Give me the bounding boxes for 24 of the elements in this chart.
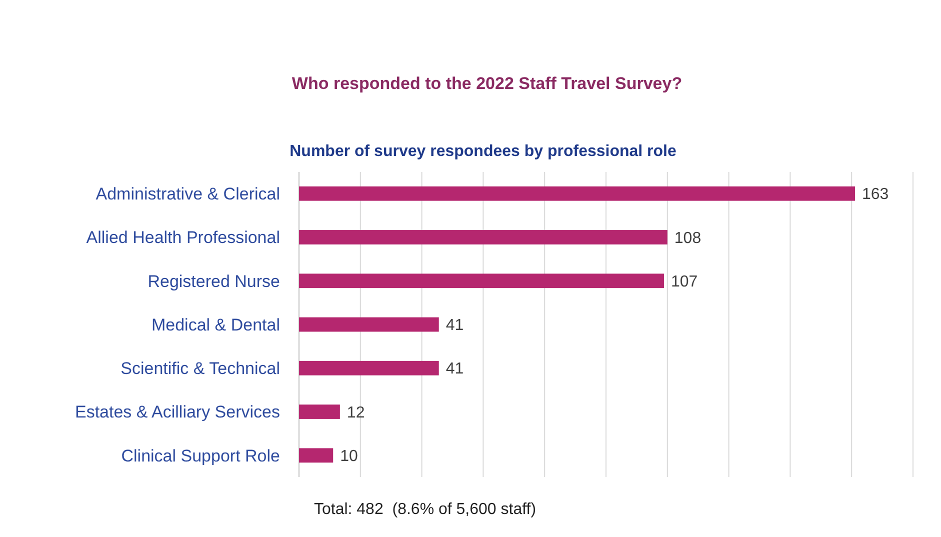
chart-title: Who responded to the 2022 Staff Travel Survey?: [292, 74, 682, 93]
bar: [299, 274, 664, 288]
y-tick-label: Administrative & Clerical: [96, 184, 280, 204]
text: Total: 482 (8.6% of 5,600 staff): [314, 501, 536, 518]
data-label: 10: [340, 448, 358, 465]
data-label: 107: [670, 273, 698, 290]
y-tick-label: Estates & Acilliary Services: [74, 402, 280, 422]
y-tick-label: Allied Health Professional: [86, 228, 280, 248]
bar: [299, 360, 439, 376]
y-tick-label: Registered Nurse: [148, 272, 280, 291]
data-label: 12: [346, 404, 365, 422]
data-label: 163: [862, 186, 889, 204]
bar: [299, 186, 856, 201]
bar: [299, 448, 334, 463]
bar: [299, 317, 439, 332]
data-label: 41: [446, 317, 464, 334]
bar: [299, 230, 668, 244]
y-tick-label: Scientific & Technical: [120, 359, 280, 378]
data-label: 41: [446, 360, 464, 378]
data-label: 108: [674, 230, 702, 247]
y-tick-label: Medical & Dental: [151, 315, 280, 334]
y-tick-label: Clinical Support Role: [121, 446, 280, 466]
chart-subtitle: Number of survey respondees by professional role: [290, 143, 676, 160]
bar: [299, 404, 340, 419]
